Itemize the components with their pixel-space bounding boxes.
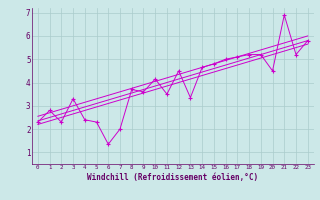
X-axis label: Windchill (Refroidissement éolien,°C): Windchill (Refroidissement éolien,°C) (87, 173, 258, 182)
